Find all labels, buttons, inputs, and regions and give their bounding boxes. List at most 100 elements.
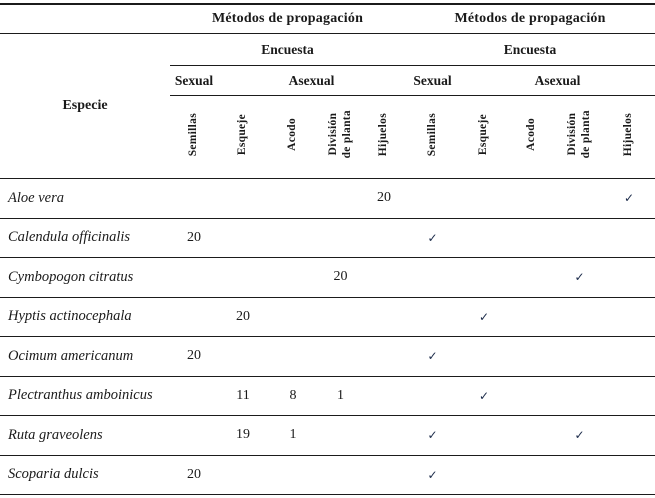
- table-row-calendula-officinalis: Calendula officinalis 20 ✓: [0, 218, 655, 258]
- count-cell: 1: [268, 415, 318, 456]
- table-row-ocimum-americanum: Ocimum americanum 20 ✓: [0, 336, 655, 377]
- species-cell: Aloe vera: [0, 178, 170, 219]
- count-cell: [318, 455, 363, 495]
- group2-sexual-label: Sexual: [405, 65, 461, 96]
- esqueje-label: Esqueje: [236, 113, 249, 156]
- count-cell: [218, 257, 268, 298]
- corner-cell: [0, 3, 170, 34]
- count-cell: [268, 297, 318, 337]
- check-cell: [508, 218, 557, 258]
- count-cell: [218, 178, 268, 219]
- check-cell: [460, 257, 509, 298]
- count-cell: [318, 336, 363, 377]
- check-cell: [556, 336, 604, 377]
- species-cell: Hyptis actinocephala: [0, 297, 170, 337]
- count-cell: [363, 297, 406, 337]
- count-cell: [218, 218, 268, 258]
- count-cell: 20: [170, 455, 218, 495]
- table-row-ruta-graveolens: Ruta graveolens 19 1 ✓ ✓: [0, 415, 655, 456]
- check-cell: [508, 415, 557, 456]
- count-cell: 20: [170, 336, 218, 377]
- count-cell: [268, 218, 318, 258]
- check-cell: [508, 297, 557, 337]
- count-cell: [363, 455, 406, 495]
- count-cell: [318, 297, 363, 337]
- check-cell: [405, 257, 461, 298]
- table-row-scoparia-dulcis: Scoparia dulcis 20 ✓: [0, 455, 655, 495]
- checkmark-icon: ✓: [460, 297, 509, 337]
- semillas-label: Semillas: [187, 112, 200, 157]
- hijuelos-label: Hijuelos: [622, 112, 635, 157]
- count-cell: 20: [218, 297, 268, 337]
- check-cell: [603, 455, 655, 495]
- table-row-hyptis-actinocephala: Hyptis actinocephala 20 ✓: [0, 297, 655, 337]
- count-cell: [363, 336, 406, 377]
- species-cell: Scoparia dulcis: [0, 455, 170, 495]
- check-cell: [603, 415, 655, 456]
- count-cell: 11: [218, 376, 268, 416]
- count-cell: [318, 178, 363, 219]
- count-cell: [363, 218, 406, 258]
- count-cell: [218, 455, 268, 495]
- checkmark-icon: ✓: [405, 218, 461, 258]
- check-cell: [508, 178, 557, 219]
- count-cell: [170, 376, 218, 416]
- esqueje-label: Esqueje: [477, 113, 490, 156]
- col-hijuelos-1: Hijuelos: [363, 95, 406, 179]
- group1-sexual-label: Sexual: [170, 65, 218, 96]
- check-cell: [603, 257, 655, 298]
- header-row-column-labels: Semillas Esqueje Acodo División de plant…: [0, 95, 655, 179]
- col-acodo-1: Acodo: [268, 95, 318, 179]
- col-hijuelos-2: Hijuelos: [603, 95, 655, 179]
- count-cell: 8: [268, 376, 318, 416]
- count-cell: [170, 415, 218, 456]
- count-cell: [318, 218, 363, 258]
- col-semillas-1: Semillas: [170, 95, 218, 179]
- check-cell: [603, 336, 655, 377]
- group1-title: Métodos de propagación: [170, 3, 406, 34]
- table-row-plectranthus-amboinicus: Plectranthus amboinicus 11 8 1 ✓: [0, 376, 655, 416]
- check-cell: [556, 376, 604, 416]
- header-row-sexual-asexual: Sexual Asexual Sexual Asexual: [0, 65, 655, 96]
- count-cell: [218, 336, 268, 377]
- check-cell: [460, 415, 509, 456]
- check-cell: [556, 178, 604, 219]
- count-cell: [363, 415, 406, 456]
- count-cell: [268, 336, 318, 377]
- count-cell: [268, 455, 318, 495]
- check-cell: [405, 297, 461, 337]
- check-cell: [603, 218, 655, 258]
- check-cell: [405, 178, 461, 219]
- species-cell: Ocimum americanum: [0, 336, 170, 377]
- division-de-planta-label: División de planta: [326, 110, 353, 159]
- count-cell: 20: [318, 257, 363, 298]
- check-cell: [603, 376, 655, 416]
- species-cell: Cymbopogon citratus: [0, 257, 170, 298]
- table-row-cymbopogon-citratus: Cymbopogon citratus 20 ✓: [0, 257, 655, 298]
- count-cell: [363, 257, 406, 298]
- col-esqueje-2: Esqueje: [460, 95, 509, 179]
- species-cell: Calendula officinalis: [0, 218, 170, 258]
- acodo-label: Acodo: [286, 118, 299, 151]
- count-cell: 19: [218, 415, 268, 456]
- col-semillas-2: Semillas: [405, 95, 461, 179]
- group1-asexual-label: Asexual: [218, 65, 406, 96]
- group2-asexual-label: Asexual: [460, 65, 655, 96]
- header-row-methods: Métodos de propagación Métodos de propag…: [0, 3, 655, 34]
- col-division-1: División de planta: [318, 95, 363, 179]
- check-cell: [405, 376, 461, 416]
- check-cell: [508, 257, 557, 298]
- check-cell: [508, 336, 557, 377]
- check-cell: [460, 336, 509, 377]
- check-cell: [508, 376, 557, 416]
- division-de-planta-label: División de planta: [565, 110, 592, 159]
- count-cell: [363, 376, 406, 416]
- count-cell: 20: [363, 178, 406, 219]
- checkmark-icon: ✓: [556, 415, 604, 456]
- count-cell: 1: [318, 376, 363, 416]
- col-acodo-2: Acodo: [508, 95, 557, 179]
- group1-survey-label: Encuesta: [170, 33, 406, 66]
- check-cell: [603, 297, 655, 337]
- check-cell: [556, 218, 604, 258]
- count-cell: [318, 415, 363, 456]
